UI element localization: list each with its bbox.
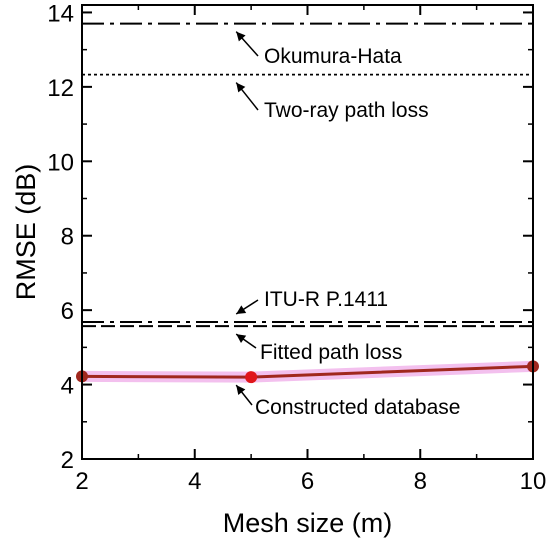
annotation-label-4: Constructed database	[255, 396, 460, 419]
x-tick-label-2: 6	[301, 468, 314, 495]
x-tick-label-4: 10	[520, 468, 547, 495]
annotation-label-3: Fitted path loss	[260, 341, 402, 364]
reference-lines	[82, 22, 533, 328]
data-point-1	[245, 371, 258, 384]
annotation-arrowhead-4	[236, 385, 246, 395]
annotation-label-1: Two-ray path loss	[264, 99, 429, 122]
x-tick-label-3: 8	[414, 468, 427, 495]
x-axis-title: Mesh size (m)	[223, 508, 393, 538]
y-tick-label-5: 12	[47, 75, 74, 102]
annotation-label-0: Okumura-Hata	[264, 45, 402, 68]
y-tick-label-0: 2	[61, 447, 74, 474]
y-tick-label-1: 4	[61, 373, 74, 400]
plot-frame	[81, 4, 534, 460]
annotation-arrowhead-2	[236, 305, 247, 315]
y-tick-label-2: 6	[61, 298, 74, 325]
x-tick-label-1: 4	[188, 468, 201, 495]
y-tick-label-4: 10	[47, 149, 74, 176]
y-axis-title: RMSE (dB)	[11, 164, 41, 301]
annotation-arrowhead-1	[236, 82, 246, 93]
axes: 2 4 6 8 10 2 4 6 8 10 12 14	[47, 0, 546, 495]
annotation-arrowhead-3	[236, 334, 247, 343]
x-tick-label-0: 2	[75, 468, 88, 495]
annotations: Okumura-Hata Two-ray path loss ITU-R P.141…	[235, 31, 460, 419]
annotation-arrowhead-0	[236, 31, 246, 42]
annotation-label-2: ITU-R P.1411	[264, 288, 388, 311]
y-tick-label-3: 8	[61, 224, 74, 251]
y-tick-label-6: 14	[47, 0, 74, 27]
